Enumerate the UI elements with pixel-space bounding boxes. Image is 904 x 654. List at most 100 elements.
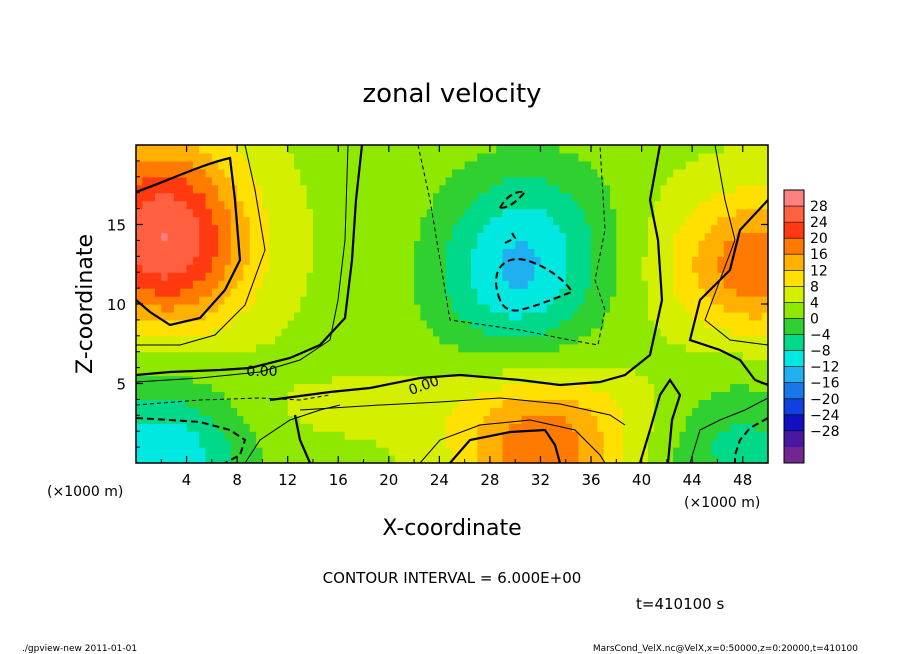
field-cell xyxy=(578,200,586,210)
field-cell xyxy=(199,200,207,210)
field-cell xyxy=(167,208,175,218)
colorbar-band xyxy=(784,222,804,239)
field-cell xyxy=(439,184,447,194)
field-cell xyxy=(300,208,308,218)
field-cell xyxy=(363,415,371,424)
field-cell xyxy=(635,145,643,154)
field-cell xyxy=(186,415,194,424)
field-cell xyxy=(464,375,472,385)
field-cell xyxy=(464,288,472,297)
field-cell xyxy=(199,439,207,448)
field-cell xyxy=(628,304,636,313)
field-cell xyxy=(711,145,719,154)
field-cell xyxy=(180,351,188,361)
field-cell xyxy=(173,343,181,353)
field-cell xyxy=(635,447,643,456)
field-cell xyxy=(312,383,320,393)
field-cell xyxy=(192,423,200,432)
field-cell xyxy=(628,327,636,337)
field-cell xyxy=(723,160,731,170)
field-cell xyxy=(287,152,295,162)
field-cell xyxy=(610,447,617,456)
field-cell xyxy=(578,224,586,234)
field-cell xyxy=(199,399,207,408)
field-cell xyxy=(635,335,643,345)
field-cell xyxy=(154,288,162,297)
field-cell xyxy=(414,431,421,440)
field-cell xyxy=(534,160,542,170)
field-cell xyxy=(199,240,207,249)
field-cell xyxy=(597,296,605,305)
field-cell xyxy=(357,280,365,289)
field-cell xyxy=(275,256,282,265)
field-cell xyxy=(742,423,750,432)
field-cell xyxy=(508,343,516,353)
field-cell xyxy=(546,176,554,186)
field-cell xyxy=(230,399,238,408)
field-cell xyxy=(508,208,516,218)
colorbar-band xyxy=(784,254,804,271)
field-cell xyxy=(628,447,636,456)
field-cell xyxy=(565,248,573,257)
field-cell xyxy=(224,200,232,210)
field-cell xyxy=(635,224,643,234)
field-cell xyxy=(211,232,219,241)
field-cell xyxy=(673,280,681,289)
field-cell xyxy=(698,240,706,249)
field-cell xyxy=(584,359,592,369)
field-cell xyxy=(496,264,504,273)
field-cell xyxy=(161,256,169,265)
field-cell xyxy=(395,168,403,178)
field-cell xyxy=(294,327,301,337)
field-cell xyxy=(477,192,485,202)
field-cell xyxy=(445,240,453,249)
field-cell xyxy=(622,415,630,424)
field-cell xyxy=(376,216,384,226)
field-cell xyxy=(256,160,263,170)
field-cell xyxy=(294,407,301,416)
field-cell xyxy=(723,399,731,408)
field-cell xyxy=(698,359,706,369)
field-cell xyxy=(553,423,561,432)
field-cell xyxy=(679,152,687,162)
field-cell xyxy=(167,160,175,170)
field-cell xyxy=(565,256,573,265)
field-cell xyxy=(173,232,181,241)
field-cell xyxy=(363,224,371,234)
field-cell xyxy=(534,367,542,377)
field-cell xyxy=(243,192,251,202)
field-cell xyxy=(717,192,725,202)
field-cell xyxy=(237,208,245,218)
field-cell xyxy=(344,423,352,432)
field-cell xyxy=(218,439,226,448)
field-cell xyxy=(527,240,535,249)
field-cell xyxy=(180,224,188,234)
field-cell xyxy=(496,375,504,385)
field-cell xyxy=(647,168,655,178)
field-cell xyxy=(508,391,516,400)
field-cell xyxy=(483,455,491,463)
field-cell xyxy=(275,145,282,154)
field-cell xyxy=(578,367,586,377)
field-cell xyxy=(331,431,339,440)
field-cell xyxy=(622,375,630,385)
field-cell xyxy=(287,455,295,463)
field-cell xyxy=(180,232,188,241)
field-cell xyxy=(534,288,542,297)
field-cell xyxy=(382,351,390,361)
field-cell xyxy=(306,431,314,440)
field-cell xyxy=(414,224,421,234)
field-cell xyxy=(641,319,649,329)
field-cell xyxy=(502,391,510,400)
field-cell xyxy=(641,335,649,345)
field-cell xyxy=(635,240,643,249)
field-cell xyxy=(685,145,693,154)
field-cell xyxy=(186,192,194,202)
field-cell xyxy=(420,407,428,416)
field-cell xyxy=(603,160,611,170)
field-cell xyxy=(401,327,409,337)
field-cell xyxy=(300,319,308,329)
field-cell xyxy=(736,423,744,432)
field-cell xyxy=(426,296,434,305)
field-cell xyxy=(186,280,194,289)
